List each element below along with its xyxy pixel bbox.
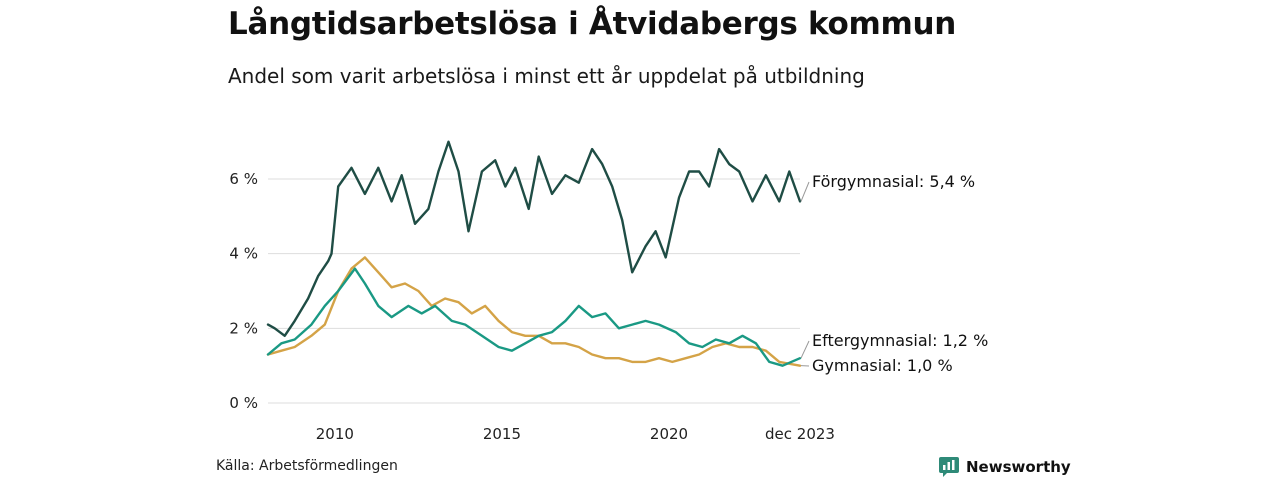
newsworthy-logo-icon [939,457,959,477]
series-line-eftergymnasial [266,267,802,367]
series-line-gymnasial [266,256,802,367]
label-leader-line [800,340,810,359]
x-tick-label: 2010 [316,425,354,443]
y-tick-label: 2 % [229,319,258,337]
series-label-förgymnasial: Förgymnasial: 5,4 % [812,172,975,191]
series-label-gymnasial: Gymnasial: 1,0 % [812,356,953,375]
series-line-förgymnasial [266,140,802,337]
y-tick-label: 0 % [229,394,258,412]
brand-name: Newsworthy [966,458,1071,476]
series-labels: Förgymnasial: 5,4 % Eftergymnasial: 1,2 %… [800,172,988,375]
grid-lines [268,178,800,404]
chart-subtitle: Andel som varit arbetslösa i minst ett å… [228,64,865,88]
brand-logo: Newsworthy [938,456,1071,478]
y-tick-label: 4 % [229,245,258,263]
series-lines [266,140,802,367]
series-label-eftergymnasial: Eftergymnasial: 1,2 % [812,331,988,350]
source-note: Källa: Arbetsförmedlingen [216,458,398,474]
x-tick-label: 2020 [650,425,688,443]
x-axis: 2010 2015 2020 dec 2023 [316,425,835,443]
x-tick-label: 2015 [483,425,521,443]
y-tick-label: 6 % [229,170,258,188]
label-leader-line [800,181,810,202]
y-axis: 0 % 2 % 4 % 6 % [229,170,258,412]
chart-title: Långtidsarbetslösa i Åtvidabergs kommun [228,6,957,42]
x-tick-label: dec 2023 [765,425,835,443]
